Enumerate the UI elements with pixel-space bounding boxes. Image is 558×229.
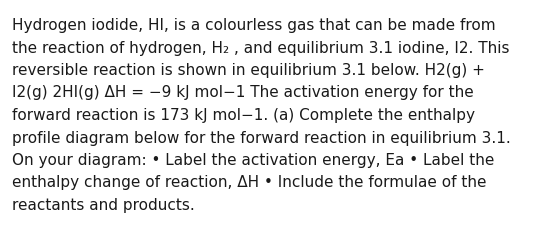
Text: profile diagram below for the forward reaction in equilibrium 3.1.: profile diagram below for the forward re… (12, 130, 511, 145)
Text: Hydrogen iodide, HI, is a colourless gas that can be made from: Hydrogen iodide, HI, is a colourless gas… (12, 18, 496, 33)
Text: enthalpy change of reaction, ΔH • Include the formulae of the: enthalpy change of reaction, ΔH • Includ… (12, 175, 487, 190)
Text: I2(g) 2HI(g) ΔH = −9 kJ mol−1 The activation energy for the: I2(g) 2HI(g) ΔH = −9 kJ mol−1 The activa… (12, 85, 474, 100)
Text: reactants and products.: reactants and products. (12, 197, 195, 212)
Text: the reaction of hydrogen, H₂ , and equilibrium 3.1 iodine, I2. This: the reaction of hydrogen, H₂ , and equil… (12, 40, 509, 55)
Text: forward reaction is 173 kJ mol−1. (a) Complete the enthalpy: forward reaction is 173 kJ mol−1. (a) Co… (12, 108, 475, 123)
Text: reversible reaction is shown in equilibrium 3.1 below. H2(g) +: reversible reaction is shown in equilibr… (12, 63, 485, 78)
Text: On your diagram: • Label the activation energy, Ea • Label the: On your diagram: • Label the activation … (12, 152, 494, 167)
